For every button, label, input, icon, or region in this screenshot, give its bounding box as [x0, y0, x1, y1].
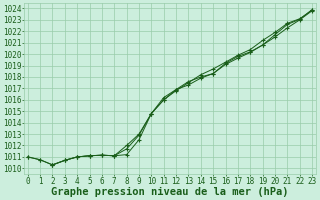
X-axis label: Graphe pression niveau de la mer (hPa): Graphe pression niveau de la mer (hPa): [51, 187, 289, 197]
